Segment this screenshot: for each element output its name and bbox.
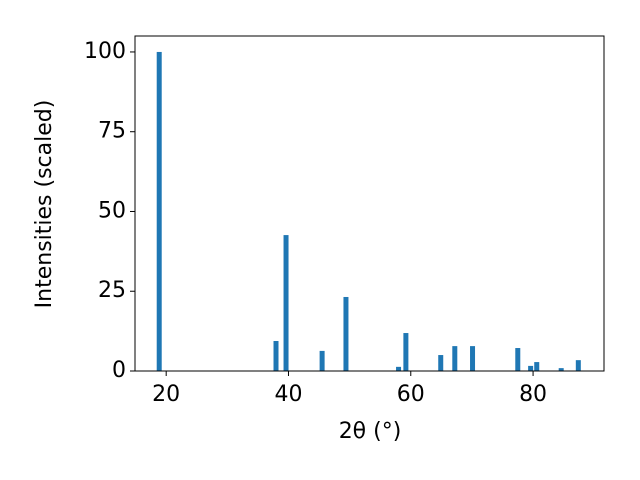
bar: [273, 341, 279, 371]
bar: [470, 346, 476, 371]
bar: [575, 360, 581, 371]
bar: [156, 51, 162, 371]
y-tick-label: 25: [98, 278, 126, 303]
plot-frame: [134, 35, 605, 372]
bar: [343, 296, 349, 371]
x-tick-label: 60: [397, 382, 425, 407]
bar: [396, 366, 402, 371]
x-tick-label: 40: [274, 382, 302, 407]
x-tick-label: 80: [519, 382, 547, 407]
y-tick-label: 50: [98, 198, 126, 223]
x-tick-label: 20: [152, 382, 180, 407]
bar: [515, 348, 521, 371]
bar: [452, 346, 458, 371]
bar: [319, 350, 325, 371]
y-axis-label: Intensities (scaled): [32, 100, 57, 309]
y-tick-label: 75: [98, 119, 126, 144]
x-axis-label: 2θ (°): [339, 419, 402, 444]
bar: [534, 362, 540, 371]
bar: [528, 365, 534, 371]
bar: [558, 368, 564, 371]
bar: [403, 333, 409, 371]
y-tick-label: 100: [84, 39, 126, 64]
y-tick-label: 0: [112, 358, 126, 383]
bar: [438, 355, 444, 371]
bar: [283, 235, 289, 371]
